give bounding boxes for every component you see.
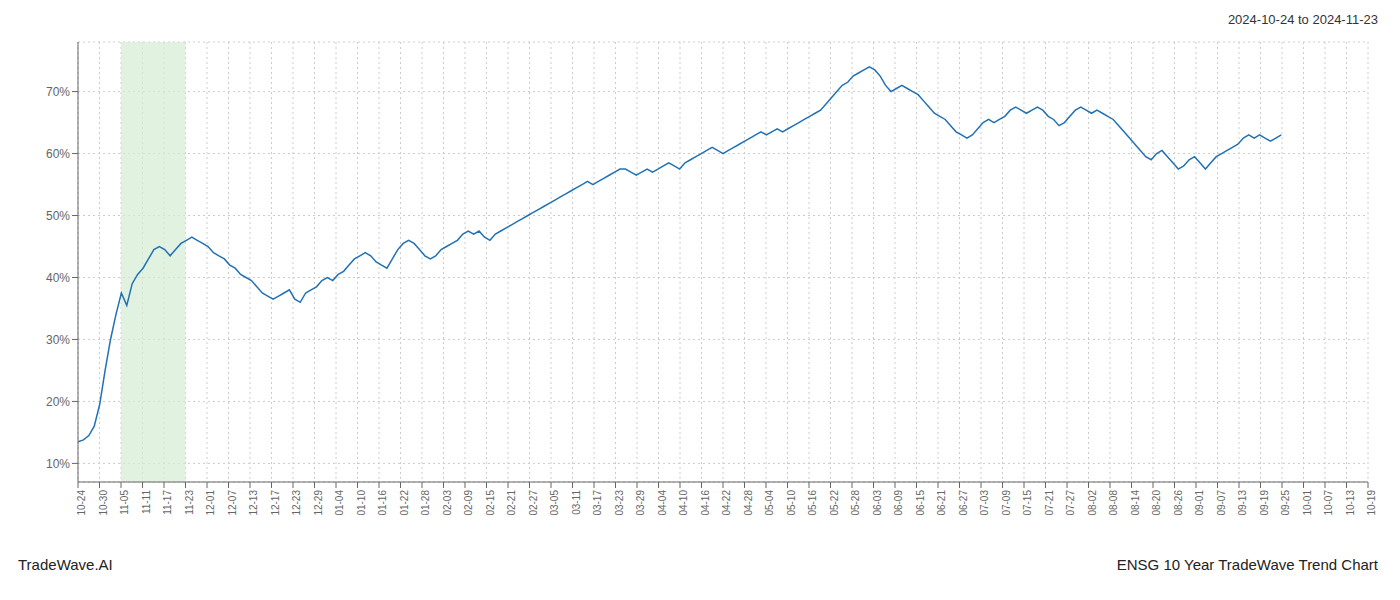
svg-text:09-19: 09-19	[1259, 490, 1270, 516]
svg-text:04-28: 04-28	[743, 490, 754, 516]
svg-text:01-10: 01-10	[356, 490, 367, 516]
svg-text:03-17: 03-17	[592, 490, 603, 516]
svg-text:11-17: 11-17	[162, 490, 173, 515]
svg-text:01-22: 01-22	[399, 490, 410, 516]
svg-text:50%: 50%	[46, 209, 70, 223]
svg-text:12-07: 12-07	[227, 490, 238, 516]
svg-text:10-07: 10-07	[1323, 490, 1334, 516]
svg-text:07-21: 07-21	[1044, 490, 1055, 516]
svg-text:10-01: 10-01	[1302, 490, 1313, 516]
svg-text:05-16: 05-16	[807, 490, 818, 516]
svg-text:12-23: 12-23	[291, 490, 302, 516]
svg-text:03-23: 03-23	[614, 490, 625, 516]
svg-text:10-30: 10-30	[98, 490, 109, 516]
svg-text:10-24: 10-24	[76, 490, 87, 516]
svg-text:12-01: 12-01	[205, 490, 216, 516]
svg-text:12-29: 12-29	[313, 490, 324, 516]
svg-text:05-28: 05-28	[850, 490, 861, 516]
svg-text:01-28: 01-28	[420, 490, 431, 516]
svg-text:11-05: 11-05	[119, 490, 130, 515]
svg-text:07-09: 07-09	[1001, 490, 1012, 516]
svg-text:10-13: 10-13	[1345, 490, 1356, 516]
svg-text:08-14: 08-14	[1130, 490, 1141, 516]
html-text:TradeWave.AI: TradeWave.AI	[18, 556, 113, 573]
svg-text:04-22: 04-22	[721, 490, 732, 516]
svg-text:04-04: 04-04	[657, 490, 668, 516]
html-text:ENSG 10 Year TradeWave Trend C: ENSG 10 Year TradeWave Trend Chart	[1116, 556, 1378, 573]
svg-text:02-21: 02-21	[506, 490, 517, 516]
svg-text:09-13: 09-13	[1237, 490, 1248, 516]
svg-text:07-27: 07-27	[1065, 490, 1076, 516]
svg-text:12-17: 12-17	[270, 490, 281, 516]
svg-text:08-02: 08-02	[1087, 490, 1098, 516]
svg-text:04-16: 04-16	[700, 490, 711, 516]
svg-text:10-19: 10-19	[1366, 490, 1377, 516]
svg-text:01-16: 01-16	[377, 490, 388, 516]
svg-text:07-03: 07-03	[979, 490, 990, 516]
svg-text:05-04: 05-04	[764, 490, 775, 516]
svg-text:08-20: 08-20	[1151, 490, 1162, 516]
svg-text:09-25: 09-25	[1280, 490, 1291, 516]
svg-text:06-27: 06-27	[958, 490, 969, 516]
svg-text:11-11: 11-11	[141, 490, 152, 515]
svg-text:09-01: 09-01	[1194, 490, 1205, 516]
svg-text:70%: 70%	[46, 85, 70, 99]
svg-text:02-09: 02-09	[463, 490, 474, 516]
svg-text:03-29: 03-29	[635, 490, 646, 516]
svg-text:01-04: 01-04	[334, 490, 345, 516]
svg-text:06-15: 06-15	[915, 490, 926, 516]
svg-text:03-05: 03-05	[549, 490, 560, 516]
svg-text:05-22: 05-22	[829, 490, 840, 516]
svg-text:06-09: 06-09	[893, 490, 904, 516]
svg-text:20%: 20%	[46, 395, 70, 409]
svg-text:11-23: 11-23	[184, 490, 195, 515]
svg-text:09-07: 09-07	[1216, 490, 1227, 516]
svg-text:04-10: 04-10	[678, 490, 689, 516]
svg-text:06-03: 06-03	[872, 490, 883, 516]
svg-text:02-15: 02-15	[485, 490, 496, 516]
svg-text:08-08: 08-08	[1108, 490, 1119, 516]
svg-text:30%: 30%	[46, 333, 70, 347]
svg-text:08-26: 08-26	[1173, 490, 1184, 516]
svg-text:07-15: 07-15	[1022, 490, 1033, 516]
svg-text:60%: 60%	[46, 147, 70, 161]
html-text:2024-10-24 to 2024-11-23: 2024-10-24 to 2024-11-23	[1227, 12, 1378, 27]
svg-text:40%: 40%	[46, 271, 70, 285]
svg-text:02-03: 02-03	[442, 490, 453, 516]
svg-text:02-27: 02-27	[528, 490, 539, 516]
svg-text:03-11: 03-11	[571, 490, 582, 515]
svg-text:12-13: 12-13	[248, 490, 259, 516]
svg-text:10%: 10%	[46, 457, 70, 471]
svg-text:06-21: 06-21	[936, 490, 947, 516]
svg-text:05-10: 05-10	[786, 490, 797, 516]
